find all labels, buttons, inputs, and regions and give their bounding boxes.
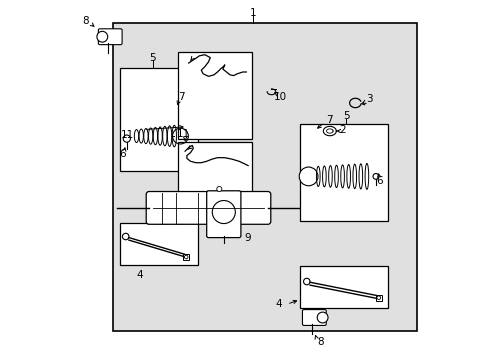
Circle shape: [123, 135, 130, 142]
Text: 8: 8: [82, 16, 88, 26]
Text: 1: 1: [250, 8, 256, 18]
Text: 7: 7: [325, 114, 332, 125]
Circle shape: [122, 233, 129, 240]
Circle shape: [372, 174, 378, 179]
Text: 8: 8: [317, 337, 324, 347]
Bar: [300, 266, 387, 308]
Text: 6: 6: [376, 176, 383, 186]
Text: 6: 6: [119, 149, 126, 159]
Text: 9: 9: [244, 233, 251, 243]
Bar: [178, 52, 251, 139]
Bar: [120, 223, 197, 265]
Text: 11: 11: [121, 130, 134, 140]
Ellipse shape: [172, 125, 176, 147]
Text: 5: 5: [149, 53, 156, 63]
Text: 4: 4: [275, 299, 282, 309]
Circle shape: [317, 312, 327, 323]
Bar: [183, 254, 189, 260]
Circle shape: [303, 278, 309, 285]
Text: 4: 4: [137, 270, 143, 280]
Circle shape: [97, 31, 107, 42]
Bar: [300, 124, 387, 221]
FancyBboxPatch shape: [206, 191, 241, 238]
Bar: [120, 68, 197, 171]
Bar: [375, 295, 381, 301]
Bar: [113, 23, 416, 331]
Text: 10: 10: [273, 92, 286, 102]
FancyBboxPatch shape: [146, 192, 270, 224]
Circle shape: [216, 186, 222, 192]
FancyBboxPatch shape: [302, 310, 325, 325]
FancyBboxPatch shape: [98, 29, 122, 45]
Text: 7: 7: [178, 92, 184, 102]
Circle shape: [299, 167, 317, 186]
Text: 5: 5: [343, 111, 349, 121]
Bar: [178, 142, 251, 220]
Text: 2: 2: [339, 125, 346, 135]
Text: 11: 11: [176, 129, 189, 139]
Text: 3: 3: [366, 94, 372, 104]
